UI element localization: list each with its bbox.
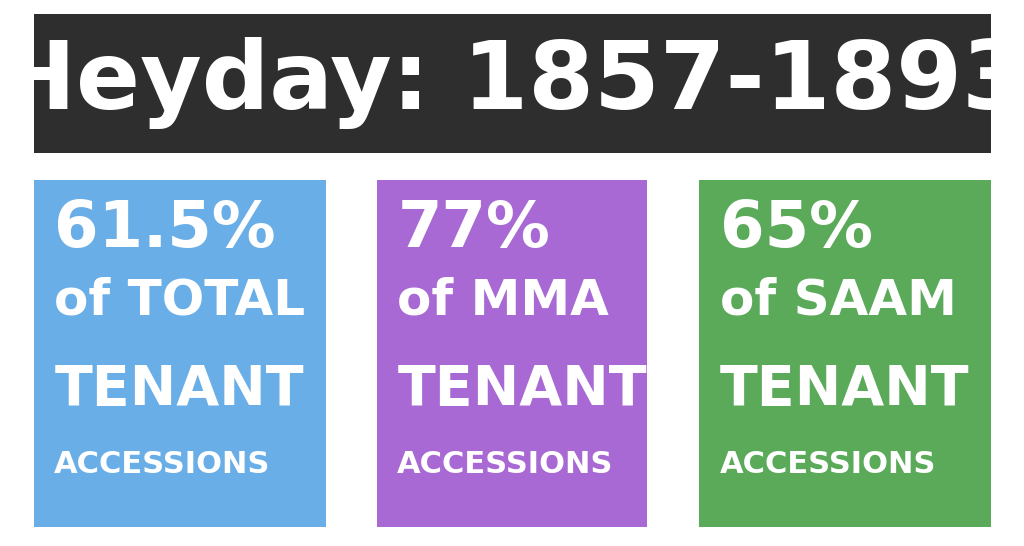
Text: TENANT: TENANT bbox=[54, 364, 304, 417]
Text: TENANT: TENANT bbox=[397, 364, 647, 417]
Bar bbox=[34, 180, 326, 527]
Text: 77%: 77% bbox=[397, 198, 550, 260]
Text: 65%: 65% bbox=[720, 198, 872, 260]
Text: ACCESSIONS: ACCESSIONS bbox=[397, 449, 613, 479]
Text: TENANT: TENANT bbox=[720, 364, 970, 417]
Bar bbox=[34, 14, 991, 153]
Bar bbox=[377, 180, 647, 527]
Text: of TOTAL: of TOTAL bbox=[54, 276, 305, 324]
Bar bbox=[699, 180, 991, 527]
Text: ACCESSIONS: ACCESSIONS bbox=[54, 449, 270, 479]
Text: 61.5%: 61.5% bbox=[54, 198, 275, 260]
Text: ACCESSIONS: ACCESSIONS bbox=[720, 449, 936, 479]
Text: Heyday: 1857-1893: Heyday: 1857-1893 bbox=[0, 37, 1024, 129]
Text: of SAAM: of SAAM bbox=[720, 276, 956, 324]
Text: of MMA: of MMA bbox=[397, 276, 609, 324]
